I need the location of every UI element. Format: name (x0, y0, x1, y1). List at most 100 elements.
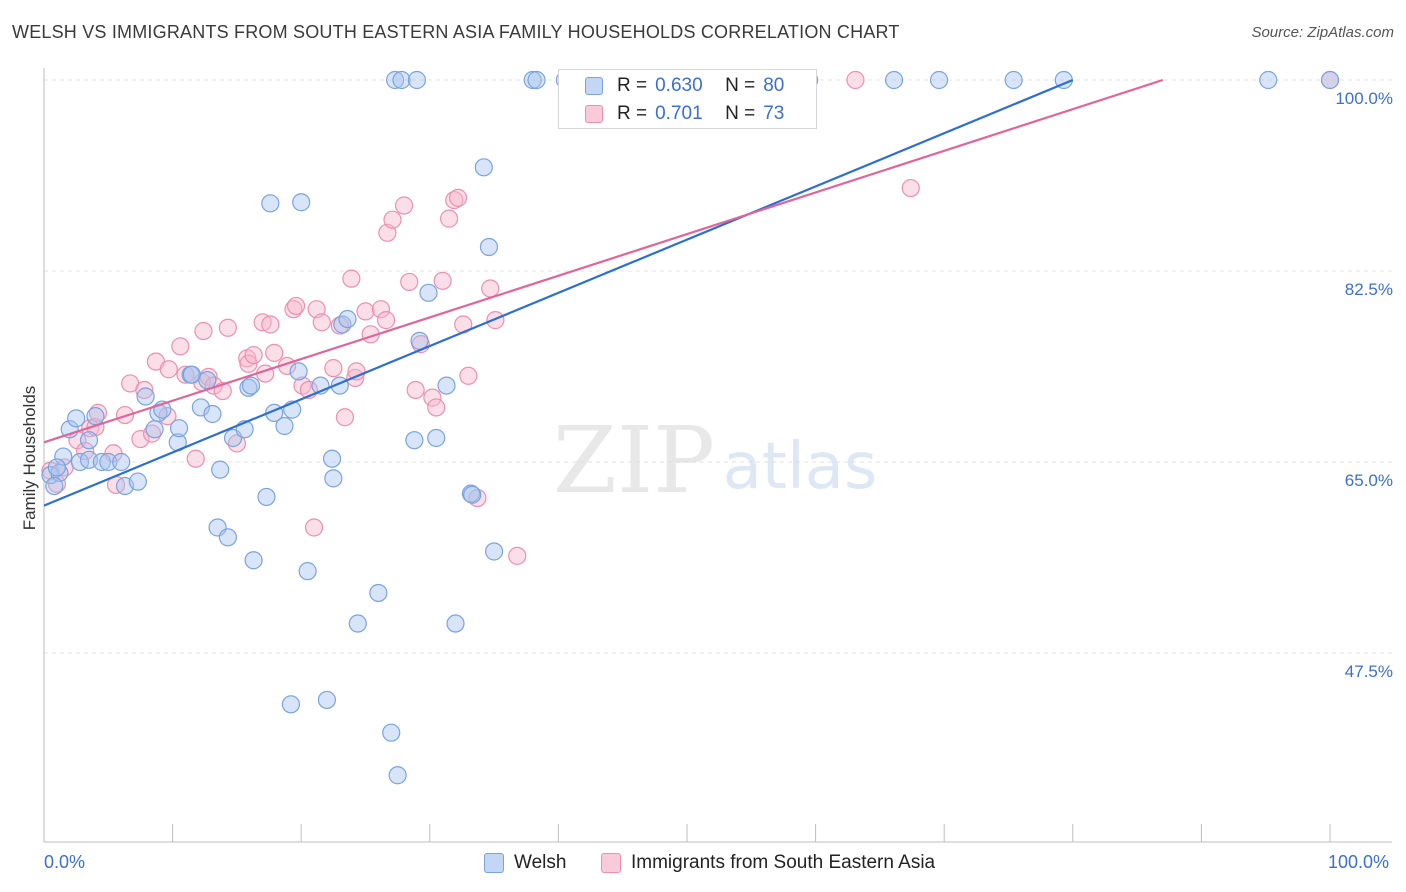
r-value: 0.701 (655, 103, 703, 124)
legend-label-sea: Immigrants from South Eastern Asia (631, 852, 936, 873)
data-point (261, 194, 280, 213)
data-point (446, 614, 465, 633)
data-point (459, 366, 478, 385)
series-legend: Welsh Immigrants from South Eastern Asia (0, 852, 1406, 878)
data-point (423, 388, 442, 407)
data-point (261, 315, 280, 334)
data-point (394, 196, 414, 215)
data-point (47, 458, 66, 477)
source-label: Source: ZipAtlas.com (1251, 24, 1394, 41)
data-point (88, 403, 108, 422)
data-point (86, 417, 105, 437)
data-point (239, 378, 258, 397)
data-point (523, 70, 542, 90)
data-point (338, 309, 357, 329)
data-point (342, 269, 361, 288)
data-point (348, 614, 367, 633)
data-point (289, 362, 308, 381)
y-tick-label: 65.0% (1345, 471, 1393, 490)
data-point (45, 476, 64, 496)
welsh-legend-swatch (484, 853, 504, 873)
data-point (392, 70, 411, 90)
data-point (76, 441, 95, 461)
data-point (369, 583, 388, 603)
data-point (463, 485, 482, 504)
data-point (281, 695, 301, 714)
data-point (112, 452, 131, 472)
legend-item-welsh[interactable]: Welsh (484, 852, 566, 874)
data-point (99, 452, 118, 472)
data-point (437, 376, 456, 395)
data-point (419, 283, 438, 302)
data-point (371, 300, 391, 319)
data-point (901, 178, 920, 198)
data-point (405, 431, 424, 450)
data-point (92, 452, 111, 472)
data-point (182, 365, 201, 384)
data-point (479, 237, 499, 257)
sea-swatch (585, 105, 603, 123)
data-point (335, 408, 355, 427)
data-point (884, 70, 904, 90)
data-point (481, 279, 500, 298)
data-point (322, 449, 342, 468)
data-point (284, 300, 303, 319)
trend-line-welsh (43, 78, 1074, 507)
x-tick-label-min: 0.0% (44, 852, 86, 872)
sea-legend-swatch (601, 853, 621, 873)
data-point (846, 70, 865, 90)
data-point (265, 343, 284, 362)
watermark-zip: ZIP (553, 407, 715, 514)
data-point (244, 551, 263, 570)
data-point (128, 472, 147, 491)
data-point (474, 158, 493, 177)
data-point (131, 429, 150, 449)
data-point (86, 407, 105, 426)
data-point (54, 447, 73, 466)
watermark: ZIP atlas (553, 407, 877, 514)
series-sea-points (41, 70, 1340, 565)
data-point (239, 354, 258, 373)
trend-lines (43, 78, 1164, 507)
watermark-atlas: atlas (723, 430, 878, 504)
legend-item-sea[interactable]: Immigrants from South Eastern Asia (601, 852, 935, 874)
stats-legend-row-welsh: R = 0.630 N = 80 (585, 73, 784, 99)
data-point (376, 311, 396, 330)
data-point (292, 193, 311, 212)
data-point (317, 690, 337, 710)
data-point (79, 431, 99, 450)
data-point (186, 449, 205, 468)
r-label: R = (617, 75, 648, 96)
r-label: R = (617, 103, 648, 124)
trend-line-sea (43, 78, 1164, 444)
y-tick-label: 100.0% (1335, 89, 1393, 108)
data-point (67, 409, 86, 428)
axes (43, 68, 1392, 843)
data-point (439, 209, 459, 228)
data-point (333, 315, 352, 334)
data-point (218, 318, 237, 337)
data-point (508, 546, 527, 565)
n-value: 80 (763, 75, 785, 96)
stats-legend-row-sea: R = 0.701 N = 73 (585, 101, 784, 127)
data-point (304, 518, 324, 537)
n-label: N = (725, 103, 756, 124)
data-point (1259, 70, 1278, 90)
data-point (286, 296, 306, 316)
data-point (218, 528, 237, 547)
data-point (400, 272, 419, 292)
y-tick-labels: 47.5% 65.0% 82.5% 100.0% (1335, 89, 1393, 681)
n-value: 73 (763, 103, 785, 124)
data-point (171, 337, 190, 356)
data-point (486, 311, 505, 330)
data-point (527, 70, 546, 90)
data-point (211, 460, 230, 479)
data-point (407, 70, 427, 90)
legend-label-welsh: Welsh (514, 852, 567, 873)
data-point (298, 562, 317, 581)
data-point (203, 404, 222, 424)
data-point (382, 723, 401, 742)
data-point (385, 70, 405, 90)
data-point (929, 70, 949, 90)
data-point (198, 371, 217, 390)
